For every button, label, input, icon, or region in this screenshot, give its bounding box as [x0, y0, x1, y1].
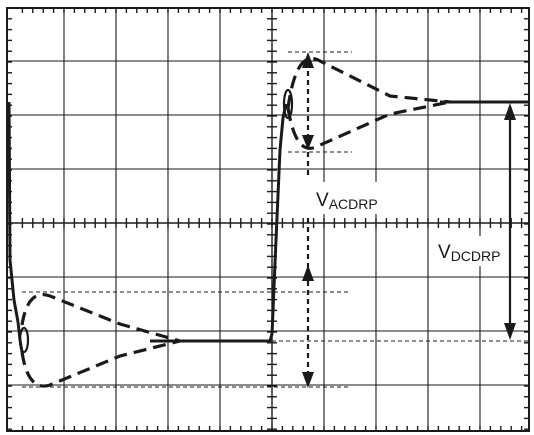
- vdcdrp-label-main: V: [438, 242, 451, 263]
- vacdrp-label-bg: [314, 182, 394, 214]
- waveform-trace: [7, 100, 529, 353]
- scope-frame: [6, 7, 530, 432]
- ringing-loop-upper: [282, 88, 294, 120]
- center-axes: [7, 8, 529, 431]
- vacdrp-dimension: [302, 52, 314, 388]
- major-grid: [7, 8, 529, 431]
- envelope-lower-bottom: [20, 339, 181, 388]
- vdcdrp-arrowhead-down: [504, 323, 516, 340]
- vacdrp-arrowhead-down: [302, 372, 314, 388]
- ringing-loop-lower: [18, 326, 30, 354]
- vacdrp-arrowhead-up: [302, 52, 314, 68]
- vacdrp-arrowhead-mid-up: [302, 265, 314, 281]
- vacdrp-label: VACDRP: [316, 190, 378, 212]
- vdcdrp-label-bg: [436, 236, 506, 266]
- ringing-envelopes: [20, 57, 451, 388]
- envelope-upper-top: [286, 57, 451, 109]
- vdcdrp-dimension: [504, 103, 516, 340]
- vacdrp-arrowhead-mid-down: [302, 135, 314, 150]
- vacdrp-label-subscript: ACDRP: [329, 196, 378, 212]
- envelope-upper-bottom: [286, 100, 451, 150]
- envelope-lower-top: [20, 293, 181, 343]
- vacdrp-label-main: V: [316, 190, 329, 211]
- reference-lines: [22, 51, 530, 388]
- vdcdrp-label-subscript: DCDRP: [451, 248, 501, 264]
- vdcdrp-arrowhead-up: [504, 103, 516, 120]
- vdcdrp-label: VDCDRP: [438, 242, 500, 264]
